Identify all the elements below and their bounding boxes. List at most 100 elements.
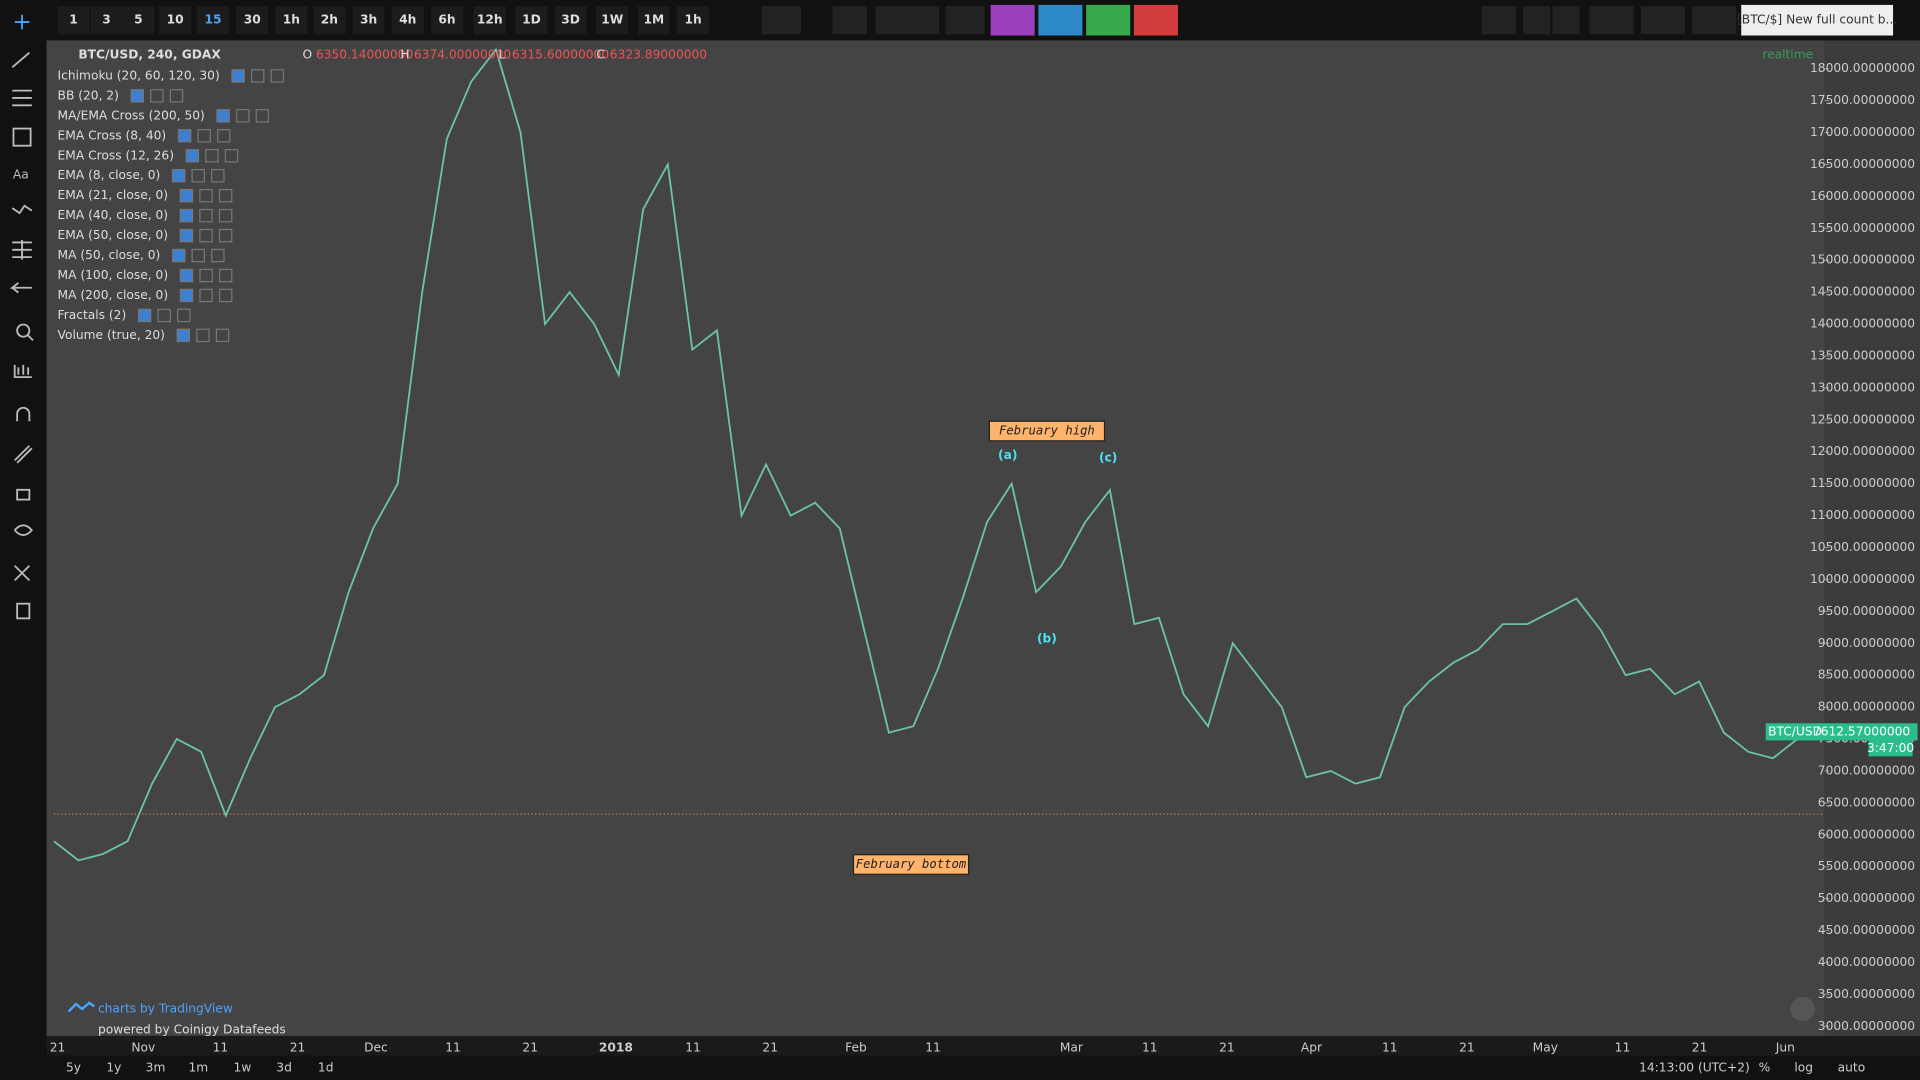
indicator-control[interactable] — [218, 188, 233, 203]
range-button[interactable]: 1m — [189, 1060, 209, 1074]
interval-button[interactable] — [90, 6, 123, 35]
range-button[interactable]: 3d — [276, 1060, 292, 1074]
indicator-control[interactable] — [130, 89, 145, 103]
indicator-control[interactable] — [150, 89, 164, 103]
plugin-button[interactable] — [990, 4, 1035, 36]
indicator-control[interactable] — [191, 248, 206, 263]
load-button[interactable] — [1640, 6, 1685, 35]
publish-button[interactable] — [1038, 4, 1083, 36]
sell-button[interactable] — [1133, 4, 1178, 36]
buy-button[interactable] — [1086, 4, 1131, 36]
indicator-control[interactable] — [205, 149, 219, 163]
range-button[interactable]: 3m — [146, 1060, 166, 1074]
indicators-button[interactable] — [875, 6, 940, 35]
y-tick-label: 4500.00000000 — [1818, 923, 1915, 937]
y-tick-label: 3500.00000000 — [1818, 987, 1915, 1001]
indicator-control[interactable] — [211, 248, 225, 263]
indicator-control[interactable] — [171, 248, 186, 263]
indicator-control[interactable] — [199, 188, 213, 203]
drawing-tools[interactable] — [9, 14, 34, 620]
indicator-control[interactable] — [177, 129, 192, 143]
indicator-control[interactable] — [270, 69, 285, 83]
indicator-control[interactable] — [157, 308, 171, 323]
save-button[interactable] — [1692, 6, 1737, 35]
left-toolbar — [0, 0, 47, 1080]
range-button[interactable]: 1d — [318, 1060, 334, 1074]
indicator-control[interactable] — [215, 328, 230, 343]
interval-button[interactable] — [391, 6, 424, 35]
indicator-control[interactable] — [236, 109, 250, 123]
indicator-control[interactable] — [217, 129, 231, 143]
interval-button[interactable] — [159, 6, 192, 35]
y-tick-label: 13500.00000000 — [1810, 348, 1915, 362]
interval-button[interactable] — [515, 6, 548, 35]
interval-button[interactable] — [57, 6, 90, 35]
settings-button[interactable] — [832, 6, 867, 35]
interval-button[interactable] — [122, 6, 155, 35]
indicator-control[interactable] — [199, 208, 213, 223]
redo-button[interactable] — [1552, 6, 1580, 35]
x-tick-label: May — [1533, 1041, 1558, 1055]
compare-button[interactable] — [945, 6, 985, 35]
indicator-control[interactable] — [231, 69, 245, 83]
chart-type-button[interactable] — [761, 6, 801, 35]
indicator-control[interactable] — [176, 328, 191, 343]
indicator-control[interactable] — [179, 208, 194, 223]
interval-button[interactable] — [352, 6, 385, 35]
range-button[interactable]: 1y — [106, 1060, 121, 1074]
ohlc-name: H — [400, 48, 409, 62]
indicator-control[interactable] — [216, 109, 230, 123]
snapshot-button[interactable] — [1589, 6, 1634, 35]
interval-button[interactable] — [554, 6, 587, 35]
indicator-control[interactable] — [199, 268, 213, 283]
undo-button[interactable] — [1523, 6, 1551, 35]
y-tick-label: 9000.00000000 — [1818, 636, 1915, 650]
indicator-control[interactable] — [196, 328, 210, 343]
indicator-control[interactable] — [218, 268, 233, 283]
scale-option[interactable]: auto — [1838, 1060, 1866, 1074]
indicator-control[interactable] — [179, 268, 194, 283]
indicator-control[interactable] — [177, 308, 191, 323]
indicator-control[interactable] — [179, 188, 194, 203]
interval-button[interactable] — [596, 6, 629, 35]
range-button[interactable]: 5y — [66, 1060, 81, 1074]
range-button[interactable]: 1w — [234, 1060, 252, 1074]
annotation: (a) — [998, 448, 1017, 462]
indicator-control[interactable] — [169, 89, 184, 103]
countdown-tag — [1868, 740, 1913, 757]
indicator-control[interactable] — [218, 228, 233, 243]
interval-button[interactable] — [677, 6, 709, 35]
interval-button[interactable] — [431, 6, 463, 35]
scale-option[interactable]: % — [1759, 1060, 1771, 1074]
indicator-control[interactable] — [171, 168, 186, 183]
x-tick-label: Apr — [1301, 1041, 1323, 1055]
text-tool[interactable]: Aa — [13, 168, 29, 182]
interval-button[interactable] — [473, 6, 506, 35]
indicator-control[interactable] — [211, 168, 225, 183]
indicator-control[interactable] — [250, 69, 265, 83]
indicator-control[interactable] — [185, 149, 200, 163]
indicator-control[interactable] — [218, 208, 233, 223]
indicator-control[interactable] — [199, 228, 213, 243]
indicator-control[interactable] — [199, 288, 213, 303]
interval-label: 3D — [561, 13, 580, 27]
scale-option[interactable]: log — [1794, 1060, 1813, 1074]
indicator-control[interactable] — [179, 288, 194, 303]
interval-button[interactable] — [236, 6, 269, 35]
indicator-control[interactable] — [191, 168, 205, 183]
scroll-button[interactable] — [1790, 996, 1815, 1022]
indicator-control[interactable] — [137, 308, 152, 323]
interval-button[interactable] — [637, 6, 670, 35]
indicator-control[interactable] — [179, 228, 194, 243]
idea-tab[interactable] — [1741, 4, 1894, 36]
interval-button[interactable] — [275, 6, 308, 35]
indicator-control[interactable] — [197, 129, 211, 143]
x-tick-label: 21 — [1459, 1041, 1475, 1055]
annotation: February high — [999, 424, 1095, 438]
indicator-control[interactable] — [224, 149, 239, 163]
interval-button[interactable] — [313, 6, 346, 35]
indicator-control[interactable] — [255, 109, 270, 123]
fullscreen-button[interactable] — [1481, 6, 1516, 35]
indicator-control[interactable] — [218, 288, 233, 303]
interval-button[interactable] — [197, 6, 229, 35]
